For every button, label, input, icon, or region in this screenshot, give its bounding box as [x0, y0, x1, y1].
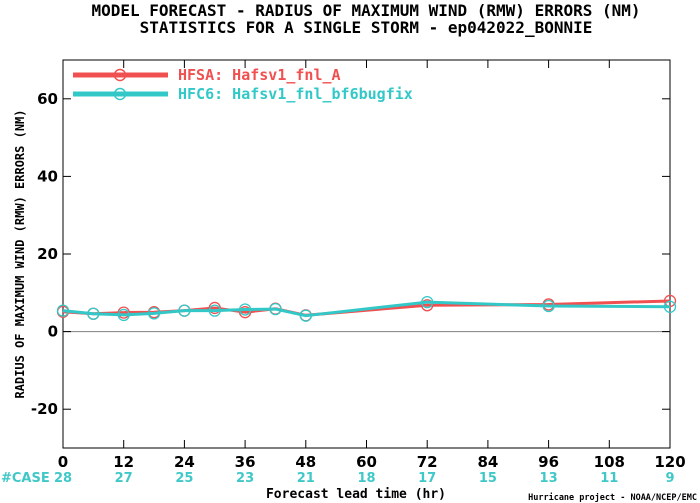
x-tick-label: 36	[235, 453, 256, 471]
legend-label-hfsa: HFSA: Hafsv1_fnl_A	[178, 66, 341, 84]
case-count-value: 18	[357, 471, 375, 486]
y-axis-ticks: -20 0 20 40 60	[31, 90, 670, 418]
data-point-marker	[663, 300, 677, 313]
case-count-value: 13	[540, 471, 558, 486]
case-count-value: 17	[418, 471, 436, 486]
y-tick-label: -20	[31, 400, 58, 418]
credit-text: Hurricane project - NOAA/NCEP/EMC	[528, 492, 697, 503]
case-count-value: 9	[665, 471, 674, 486]
x-tick-label: 120	[654, 453, 685, 471]
data-point-marker	[269, 302, 282, 316]
y-tick-label: 60	[37, 90, 58, 108]
y-tick-label: 20	[37, 245, 58, 263]
legend-entry-hfc6: HFC6: Hafsv1_fnl_bf6bugfix	[73, 85, 413, 103]
x-tick-label: 24	[174, 453, 195, 471]
case-count-label: #CASE	[1, 471, 50, 486]
y-tick-label: 0	[48, 323, 58, 341]
legend: HFSA: Hafsv1_fnl_A HFC6: Hafsv1_fnl_bf6b…	[73, 66, 413, 103]
series-1	[56, 295, 677, 322]
data-point-marker	[117, 308, 130, 322]
case-count-value: 27	[115, 471, 133, 486]
chart-subtitle: STATISTICS FOR A SINGLE STORM - ep042022…	[140, 18, 593, 37]
case-count-value: 11	[600, 471, 618, 486]
data-point-marker	[542, 299, 555, 313]
x-tick-label: 0	[58, 453, 68, 471]
series-layer	[56, 294, 677, 322]
case-count-value: 15	[479, 471, 497, 486]
x-tick-label: 48	[295, 453, 316, 471]
x-tick-label: 96	[538, 453, 559, 471]
plot-frame	[62, 59, 671, 449]
legend-entry-hfsa: HFSA: Hafsv1_fnl_A	[73, 66, 341, 84]
x-tick-label: 108	[594, 453, 625, 471]
case-count-value: 21	[297, 471, 315, 486]
y-tick-label: 40	[37, 167, 58, 185]
plot-area: -20 0 20 40 60 0 12 24 36 48 60 72 84 96 108 120	[31, 59, 686, 471]
data-point-marker	[421, 295, 434, 309]
x-axis-ticks: 0 12 24 36 48 60 72 84 96 108 120	[58, 60, 686, 471]
data-point-marker	[421, 299, 434, 312]
x-tick-label: 60	[356, 453, 377, 471]
x-tick-label: 84	[477, 453, 498, 471]
x-tick-label: 72	[417, 453, 438, 471]
data-point-marker	[208, 304, 221, 317]
case-count-row: 28 27 25 23 21 18 17 15 13 11 9	[54, 471, 675, 486]
x-axis-label: Forecast lead time (hr)	[266, 487, 446, 502]
data-point-marker	[238, 303, 252, 316]
chart-title: MODEL FORECAST - RADIUS OF MAXIMUM WIND …	[91, 1, 640, 20]
y-axis-label: RADIUS OF MAXIMUM WIND (RMW) ERRORS (NM)	[13, 110, 27, 399]
data-point-marker	[147, 307, 161, 320]
data-point-marker	[299, 309, 312, 322]
case-count-value: 23	[236, 471, 254, 486]
legend-label-hfc6: HFC6: Hafsv1_fnl_bf6bugfix	[178, 85, 413, 103]
data-point-marker	[178, 304, 191, 317]
data-point-marker	[56, 304, 70, 317]
legend-marker-hfc6	[113, 87, 127, 101]
case-count-value: 25	[175, 471, 193, 486]
data-point-marker	[87, 307, 100, 320]
legend-marker-hfsa	[113, 68, 127, 82]
x-tick-label: 12	[113, 453, 134, 471]
case-count-value: 28	[54, 471, 72, 486]
